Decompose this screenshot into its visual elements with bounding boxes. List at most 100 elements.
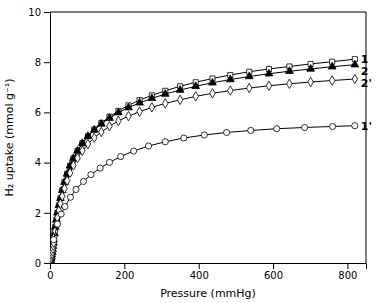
y-tick-mark xyxy=(44,112,50,113)
marker xyxy=(302,124,308,130)
x-tick: 600 xyxy=(264,263,283,281)
frame xyxy=(366,12,367,263)
marker xyxy=(352,74,357,83)
marker xyxy=(329,76,334,85)
marker xyxy=(58,211,64,217)
marker xyxy=(149,103,154,112)
marker xyxy=(80,178,86,184)
marker xyxy=(88,172,94,178)
marker xyxy=(116,116,121,125)
marker xyxy=(97,119,105,126)
chart: 02004006008000246810122'1'Pressure (mmHg… xyxy=(0,0,392,303)
x-tick: 400 xyxy=(190,263,209,281)
marker xyxy=(136,98,144,105)
series-markers xyxy=(50,60,359,263)
y-tick-label: 2 xyxy=(35,208,41,219)
x-tick: 0 xyxy=(47,263,53,281)
x-tick-mark xyxy=(199,263,200,269)
marker xyxy=(115,108,123,115)
marker xyxy=(201,132,207,138)
marker xyxy=(223,129,229,135)
y-tick-mark xyxy=(44,12,50,13)
marker xyxy=(51,237,57,243)
marker xyxy=(107,121,112,130)
x-axis-line xyxy=(51,264,367,270)
marker xyxy=(71,161,76,170)
y-tick-label: 4 xyxy=(35,157,41,168)
marker xyxy=(97,165,103,171)
marker xyxy=(118,153,124,159)
x-tick-label: 400 xyxy=(190,270,209,281)
marker xyxy=(64,176,69,185)
marker xyxy=(99,127,104,136)
y-tick: 4 xyxy=(35,157,50,168)
marker xyxy=(307,65,315,72)
y-tick-mark xyxy=(44,213,50,214)
x-tick: 800 xyxy=(338,263,357,281)
series-labels: 122'1' xyxy=(361,53,372,133)
series-markers xyxy=(51,123,358,243)
series-line xyxy=(50,59,354,262)
marker xyxy=(148,94,156,101)
marker xyxy=(286,67,294,74)
x-tick-label: 600 xyxy=(264,270,283,281)
marker xyxy=(328,62,336,69)
marker xyxy=(54,221,60,227)
marker xyxy=(67,168,72,177)
marker xyxy=(193,92,198,101)
marker xyxy=(210,89,215,98)
marker xyxy=(266,81,271,90)
y-tick-label: 0 xyxy=(35,258,41,269)
marker xyxy=(162,139,168,145)
y-tick-label: 8 xyxy=(35,57,41,68)
marker xyxy=(51,237,56,242)
marker xyxy=(308,77,313,86)
y-axis-line xyxy=(44,13,51,264)
y-tick: 8 xyxy=(35,57,50,68)
marker xyxy=(248,127,254,133)
frame xyxy=(50,12,366,13)
series-markers xyxy=(50,57,357,263)
marker xyxy=(352,123,358,129)
y-tick: 6 xyxy=(35,107,50,118)
y-axis: 0 2 4 6 8 10 xyxy=(28,7,50,269)
marker xyxy=(145,143,151,149)
series-label: 1' xyxy=(361,120,372,133)
x-axis: 0 200 400 600 800 xyxy=(47,263,366,281)
series-label: 2' xyxy=(361,77,372,90)
marker xyxy=(106,114,114,121)
series-markers xyxy=(50,74,358,263)
marker xyxy=(125,103,133,110)
plot: 02004006008000246810122'1' xyxy=(28,7,372,281)
x-tick-label: 800 xyxy=(338,270,357,281)
marker xyxy=(75,153,80,162)
x-tick-mark xyxy=(124,263,125,269)
marker xyxy=(106,159,112,165)
marker xyxy=(265,69,273,76)
marker xyxy=(245,72,253,79)
x-tick-label: 0 xyxy=(47,270,53,281)
marker xyxy=(137,107,142,116)
marker xyxy=(161,90,169,97)
marker xyxy=(73,186,79,192)
y-tick: 10 xyxy=(28,7,50,18)
y-tick-label: 10 xyxy=(28,7,41,18)
marker xyxy=(176,86,184,93)
x-tick-mark xyxy=(273,263,274,269)
y-tick-mark xyxy=(44,163,50,164)
x-axis-title: Pressure (mmHg) xyxy=(160,287,256,300)
y-tick: 0 xyxy=(35,258,50,269)
y-tick-mark xyxy=(44,62,50,63)
y-tick-label: 6 xyxy=(35,107,41,118)
marker xyxy=(80,146,85,155)
x-tick: 200 xyxy=(115,263,134,281)
marker xyxy=(181,135,187,141)
marker xyxy=(131,148,137,154)
marks xyxy=(50,57,359,263)
marker xyxy=(163,99,168,108)
x-tick-mark xyxy=(347,263,348,269)
series-line xyxy=(50,79,354,262)
marker xyxy=(92,133,97,142)
marker xyxy=(62,203,68,209)
marker xyxy=(84,132,92,139)
